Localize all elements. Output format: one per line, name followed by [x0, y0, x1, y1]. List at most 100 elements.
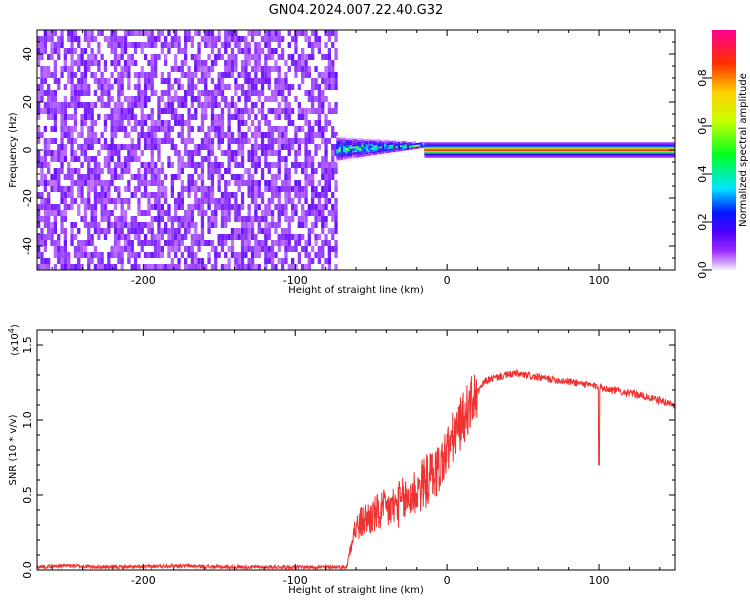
heatmap-cell [207, 138, 211, 144]
heatmap-cell [197, 264, 201, 270]
heatmap-cell [187, 252, 191, 258]
heatmap-cell [77, 168, 81, 174]
heatmap-cell [120, 204, 124, 210]
heatmap-cell [220, 162, 225, 168]
heatmap-cell [210, 42, 215, 48]
heatmap-cell [110, 174, 114, 180]
heatmap-cell [70, 102, 74, 108]
heatmap-cell [334, 198, 338, 204]
heatmap-cell [343, 153, 346, 156]
heatmap-cell [336, 154, 339, 157]
heatmap-cell [87, 186, 91, 192]
x-tick-label: 100 [589, 274, 610, 287]
heatmap-cell [294, 180, 298, 186]
heatmap-cell [327, 60, 331, 66]
heatmap-cell [67, 174, 71, 180]
heatmap-cell [190, 126, 194, 132]
heatmap-cell [388, 150, 391, 153]
heatmap-cell [406, 150, 410, 152]
heatmap-cell [150, 120, 154, 126]
heatmap-cell [343, 136, 346, 139]
heatmap-cell [365, 148, 369, 151]
heatmap-cell [127, 240, 131, 246]
heatmap-cell [311, 228, 315, 234]
heatmap-cell [264, 120, 268, 126]
heatmap-cell [77, 174, 81, 180]
heatmap-cell [257, 54, 261, 60]
heatmap-cell [130, 108, 134, 114]
heatmap-cell [264, 252, 268, 258]
heatmap-cell [197, 102, 201, 108]
heatmap-cell [207, 192, 211, 198]
heatmap-cell [304, 156, 308, 162]
heatmap-cell [317, 114, 321, 120]
heatmap-cell [237, 252, 241, 258]
heatmap-cell [277, 240, 281, 246]
heatmap-cell [247, 174, 251, 180]
heatmap-cell [307, 228, 311, 234]
heatmap-cell [154, 192, 158, 198]
heatmap-cell [244, 72, 248, 78]
heatmap-cell [63, 114, 67, 120]
heatmap-cell [120, 102, 124, 108]
heatmap-cell [240, 66, 245, 72]
heatmap-cell [93, 60, 98, 66]
heatmap-cell [349, 147, 353, 149]
heatmap-cell [107, 180, 111, 186]
heatmap-cell [133, 258, 138, 264]
heatmap-cell [368, 150, 371, 152]
heatmap-cell [117, 216, 121, 222]
heatmap-cell [267, 96, 271, 102]
heatmap-cell [247, 180, 251, 186]
heatmap-cell [120, 228, 124, 234]
heatmap-cell [204, 114, 208, 120]
heatmap-cell [190, 36, 194, 42]
heatmap-cell [347, 141, 350, 144]
heatmap-cell [311, 126, 315, 132]
heatmap-cell [177, 102, 181, 108]
heatmap-cell [244, 180, 248, 186]
heatmap-cell [368, 142, 371, 145]
heatmap-cell [150, 168, 154, 174]
heatmap-cell [157, 168, 161, 174]
heatmap-cell [83, 180, 88, 186]
heatmap-cell [311, 192, 315, 198]
heatmap-cell [177, 162, 181, 168]
heatmap-cell [113, 42, 118, 48]
heatmap-cell [264, 114, 268, 120]
heatmap-cell [210, 78, 215, 84]
heatmap-cell [150, 114, 154, 120]
heatmap-cell [107, 84, 111, 90]
heatmap-cell [274, 36, 278, 42]
spectrogram-y-label: Frequency (Hz) [8, 112, 19, 188]
heatmap-cell [117, 252, 121, 258]
heatmap-cell [43, 162, 47, 168]
heatmap-cell [327, 174, 331, 180]
heatmap-cell [43, 180, 47, 186]
heatmap-cell [230, 30, 235, 36]
heatmap-cell [372, 149, 375, 152]
heatmap-cell [127, 66, 131, 72]
heatmap-cell [204, 102, 208, 108]
heatmap-cell [40, 252, 44, 258]
heatmap-cell [90, 138, 94, 144]
heatmap-cell [110, 48, 114, 54]
heatmap-cell [404, 150, 407, 153]
heatmap-cell [147, 264, 151, 270]
heatmap-cell [220, 90, 225, 96]
heatmap-cell [194, 60, 198, 66]
heatmap-cell [281, 264, 285, 270]
heatmap-cell [187, 228, 191, 234]
heatmap-cell [73, 252, 78, 258]
heatmap-cell [107, 156, 111, 162]
heatmap-cell [174, 120, 178, 126]
heatmap-cell [257, 228, 261, 234]
heatmap-cell [297, 54, 301, 60]
heatmap-cell [336, 158, 339, 161]
heatmap-cell [210, 162, 215, 168]
heatmap-cell [100, 192, 104, 198]
heatmap-cell [194, 108, 198, 114]
heatmap-cell [40, 96, 44, 102]
heatmap-cell [331, 168, 335, 174]
heatmap-cell [214, 114, 218, 120]
